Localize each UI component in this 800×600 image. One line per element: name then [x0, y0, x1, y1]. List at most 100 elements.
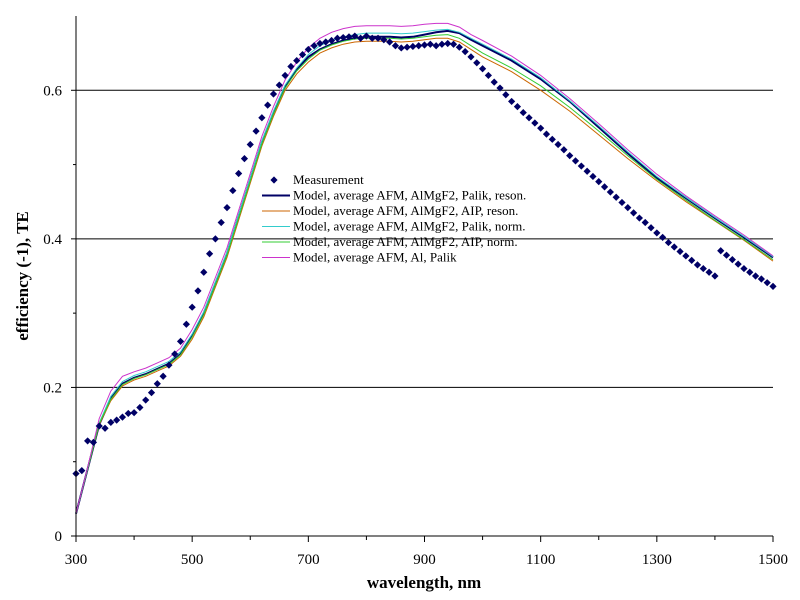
measurement-point	[635, 214, 644, 222]
measurement-point	[473, 59, 481, 67]
measurement-point	[705, 268, 713, 276]
measurement-point	[624, 204, 632, 212]
measurement-point	[595, 178, 603, 186]
measurement-point	[589, 172, 597, 181]
measurement-point	[426, 40, 434, 48]
measurement-point	[519, 108, 527, 117]
series-line	[75, 22, 774, 514]
measurement-point	[763, 279, 771, 287]
measurement-point	[287, 62, 295, 71]
measurement-point	[339, 33, 347, 42]
measurement-point	[95, 422, 103, 430]
measurement-point	[246, 140, 254, 149]
measurement-point	[757, 275, 765, 283]
measurement-point	[734, 260, 742, 268]
measurement-point	[374, 34, 382, 42]
legend-label: Measurement	[293, 172, 364, 187]
measurement-point	[200, 268, 208, 276]
measurement-point	[217, 218, 225, 227]
measurement-point	[357, 34, 365, 42]
legend-label: Model, average AFM, AlMgF2, Palik, reson…	[293, 188, 526, 203]
measurement-point	[682, 252, 690, 260]
measurement-point	[310, 42, 318, 50]
measurement-point	[415, 42, 423, 50]
measurement-point	[577, 162, 585, 170]
measurement-point	[455, 43, 463, 51]
measurement-point	[84, 437, 92, 445]
measurement-point	[147, 389, 156, 397]
series-line	[75, 34, 774, 514]
x-tick-label: 1100	[526, 552, 555, 568]
measurement-point	[722, 251, 731, 259]
measurement-point	[740, 264, 748, 273]
measurement-point	[107, 418, 115, 426]
measurement-point	[182, 320, 190, 328]
x-tick-label: 700	[297, 552, 320, 568]
measurement-point	[531, 119, 539, 127]
measurement-point	[699, 264, 707, 273]
y-tick-label: 0.4	[43, 232, 62, 248]
measurement-point	[693, 261, 702, 269]
y-tick-label: 0.6	[43, 83, 62, 99]
measurement-point	[386, 38, 394, 46]
measurement-point	[333, 34, 341, 42]
measurement-point	[142, 396, 150, 404]
series-line	[75, 29, 774, 514]
measurement-point	[380, 36, 388, 44]
measurement-point	[293, 56, 301, 65]
measurement-point	[467, 53, 475, 61]
measurement-point	[130, 409, 138, 417]
legend-label: Model, average AFM, AlMgF2, AIP, norm.	[293, 234, 518, 249]
measurement-point	[490, 78, 498, 86]
measurement-point	[269, 90, 278, 98]
series-layer	[72, 22, 777, 514]
measurement-point	[537, 124, 545, 132]
x-tick-label: 1500	[758, 552, 788, 568]
measurement-point	[264, 101, 272, 109]
measurement-point	[508, 97, 516, 106]
measurement-point	[746, 268, 754, 276]
measurement-point	[751, 272, 760, 280]
measurement-point	[560, 146, 568, 154]
measurement-point	[717, 247, 725, 255]
measurement-point	[153, 380, 161, 388]
legend-marker	[270, 176, 278, 184]
measurement-point	[258, 114, 266, 122]
measurement-point	[525, 114, 533, 122]
measurement-point	[432, 42, 440, 50]
measurement-point	[647, 224, 655, 232]
measurement-point	[502, 91, 510, 99]
measurement-point	[211, 235, 219, 243]
measurement-point	[542, 130, 551, 138]
measurement-point	[391, 42, 400, 50]
y-axis-title: efficiency (-1), TE	[13, 211, 32, 341]
measurement-point	[397, 44, 405, 52]
measurement-point	[653, 229, 661, 237]
measurement-point	[304, 45, 312, 54]
measurement-point	[409, 42, 417, 51]
measurement-point	[571, 157, 580, 165]
x-axis-title: wavelength, nm	[367, 573, 481, 592]
measurement-point	[113, 416, 121, 424]
measurement-point	[165, 361, 173, 369]
measurement-point	[89, 438, 98, 446]
x-tick-label: 500	[181, 552, 204, 568]
measurement-point	[688, 256, 696, 264]
measurement-point	[229, 186, 237, 195]
measurement-point	[252, 127, 260, 135]
measurement-point	[281, 71, 289, 80]
measurement-point	[118, 413, 127, 421]
x-tick-label: 1300	[642, 552, 672, 568]
measurement-point	[240, 155, 249, 163]
measurement-point	[351, 32, 359, 40]
legend-label: Model, average AFM, Al, Palik	[293, 250, 457, 265]
measurement-point	[449, 40, 458, 48]
measurement-point	[513, 103, 522, 111]
measurement-point	[194, 287, 202, 295]
measurement-point	[327, 36, 336, 45]
measurement-point	[566, 152, 574, 160]
measurement-point	[664, 238, 673, 247]
series-line	[75, 37, 774, 514]
